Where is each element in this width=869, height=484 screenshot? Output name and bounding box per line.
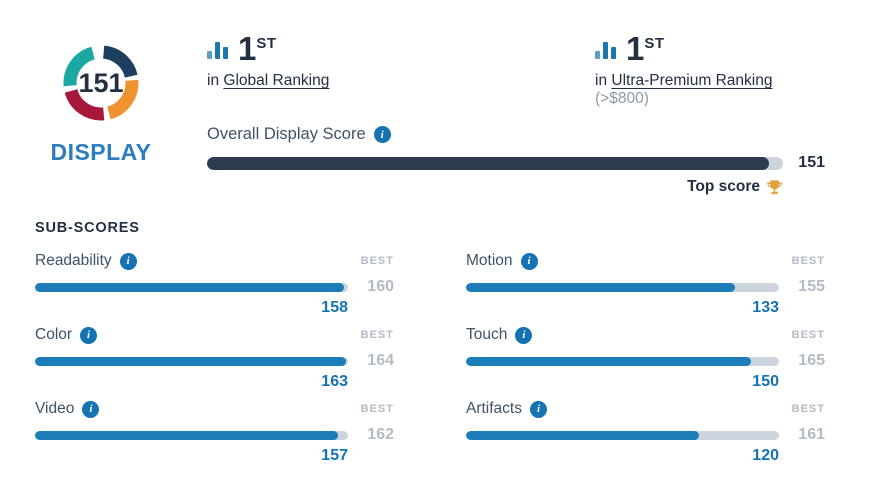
score-ring-icon	[63, 45, 139, 121]
info-icon[interactable]: i	[80, 326, 98, 344]
subscore-value: 158	[321, 299, 348, 316]
overall-score-label-row: Overall Display Score i	[207, 125, 825, 144]
ultra-premium-ranking-block: 1ST in Ultra-Premium Ranking (>$800)	[595, 32, 825, 108]
subscore-value: 150	[752, 373, 779, 390]
subscore-label: Readability	[35, 252, 112, 269]
overall-score-label: Overall Display Score	[207, 125, 366, 143]
subscore-readability: Readability i BEST 160 158	[35, 252, 394, 317]
overall-score-value: 151	[798, 154, 825, 171]
subscore-label: Video	[35, 400, 75, 417]
best-value: 155	[798, 278, 825, 295]
rankings-row: 1ST in Global Ranking 1ST in Ultra-Premi…	[207, 32, 825, 108]
display-score-badge: 151	[54, 36, 148, 130]
subscore-bar-track	[35, 430, 348, 440]
trophy-icon	[767, 179, 782, 194]
subscore-bar-fill	[466, 430, 700, 440]
subscore-label: Color	[35, 326, 73, 343]
info-icon[interactable]: i	[529, 400, 547, 418]
best-label: BEST	[791, 403, 825, 415]
subscore-value: 120	[752, 447, 779, 464]
price-threshold: (>$800)	[595, 90, 649, 107]
best-value: 161	[798, 426, 825, 443]
rank-prefix: in	[207, 72, 220, 89]
subscore-color: Color i BEST 164 163	[35, 326, 394, 391]
subscore-value: 157	[321, 447, 348, 464]
best-value: 165	[798, 352, 825, 369]
best-label: BEST	[791, 255, 825, 267]
subscore-bar-track	[466, 356, 779, 366]
global-ranking-link[interactable]: Global Ranking	[223, 72, 330, 89]
best-label: BEST	[360, 403, 394, 415]
info-icon[interactable]: i	[520, 252, 538, 270]
subscore-bar-fill	[466, 356, 751, 366]
overall-score-bar-row: 151	[207, 154, 825, 172]
subscore-label: Artifacts	[466, 400, 522, 417]
subscores-heading: SUB-SCORES	[35, 220, 140, 236]
global-ranking-block: 1ST in Global Ranking	[207, 32, 595, 108]
premium-rank-position: 1ST	[626, 30, 665, 67]
best-value: 162	[367, 426, 394, 443]
display-label: DISPLAY	[50, 139, 152, 165]
rank-prefix: in	[595, 72, 608, 89]
subscore-bar-fill	[35, 430, 339, 440]
subscore-bar-track	[35, 282, 348, 292]
ultra-premium-ranking-link[interactable]: Ultra-Premium Ranking	[611, 72, 773, 89]
bar-chart-icon	[207, 42, 228, 59]
subscore-bar-track	[35, 356, 348, 366]
info-icon[interactable]: i	[373, 126, 391, 143]
subscore-touch: Touch i BEST 165 150	[466, 326, 825, 391]
premium-rank-line: 1ST	[595, 32, 825, 65]
info-icon[interactable]: i	[515, 326, 533, 344]
overall-score-bar-fill	[207, 156, 769, 170]
subscore-artifacts: Artifacts i BEST 161 120	[466, 400, 825, 465]
subscore-label: Touch	[466, 326, 508, 343]
bar-chart-icon	[595, 42, 616, 59]
score-logo-column: 151 DISPLAY	[35, 28, 167, 196]
header-section: 151 DISPLAY 1ST in Global Ranking	[0, 0, 869, 196]
global-rank-position: 1ST	[238, 30, 277, 67]
premium-rank-caption: in Ultra-Premium Ranking (>$800)	[595, 72, 825, 108]
subscore-video: Video i BEST 162 157	[35, 400, 394, 465]
top-score-row: Top score	[207, 178, 783, 196]
subscore-label: Motion	[466, 252, 513, 269]
subscore-value: 133	[752, 299, 779, 316]
subscore-value: 163	[321, 373, 348, 390]
global-rank-line: 1ST	[207, 32, 595, 65]
badge-score-value: 151	[78, 67, 124, 98]
best-label: BEST	[360, 255, 394, 267]
global-rank-caption: in Global Ranking	[207, 72, 595, 90]
best-label: BEST	[791, 329, 825, 341]
top-score-label: Top score	[687, 178, 760, 195]
subscores-grid: Readability i BEST 160 158 Motion i BEST…	[35, 252, 825, 465]
subscore-bar-fill	[35, 282, 345, 292]
overall-score-bar-track	[207, 156, 783, 170]
subscore-motion: Motion i BEST 155 133	[466, 252, 825, 317]
subscore-bar-track	[466, 282, 779, 292]
subscore-bar-fill	[466, 282, 735, 292]
best-value: 160	[367, 278, 394, 295]
best-label: BEST	[360, 329, 394, 341]
best-value: 164	[367, 352, 394, 369]
header-content: 1ST in Global Ranking 1ST in Ultra-Premi…	[167, 28, 825, 196]
info-icon[interactable]: i	[82, 400, 100, 418]
subscore-bar-fill	[35, 356, 347, 366]
info-icon[interactable]: i	[119, 252, 137, 270]
subscore-bar-track	[466, 430, 779, 440]
